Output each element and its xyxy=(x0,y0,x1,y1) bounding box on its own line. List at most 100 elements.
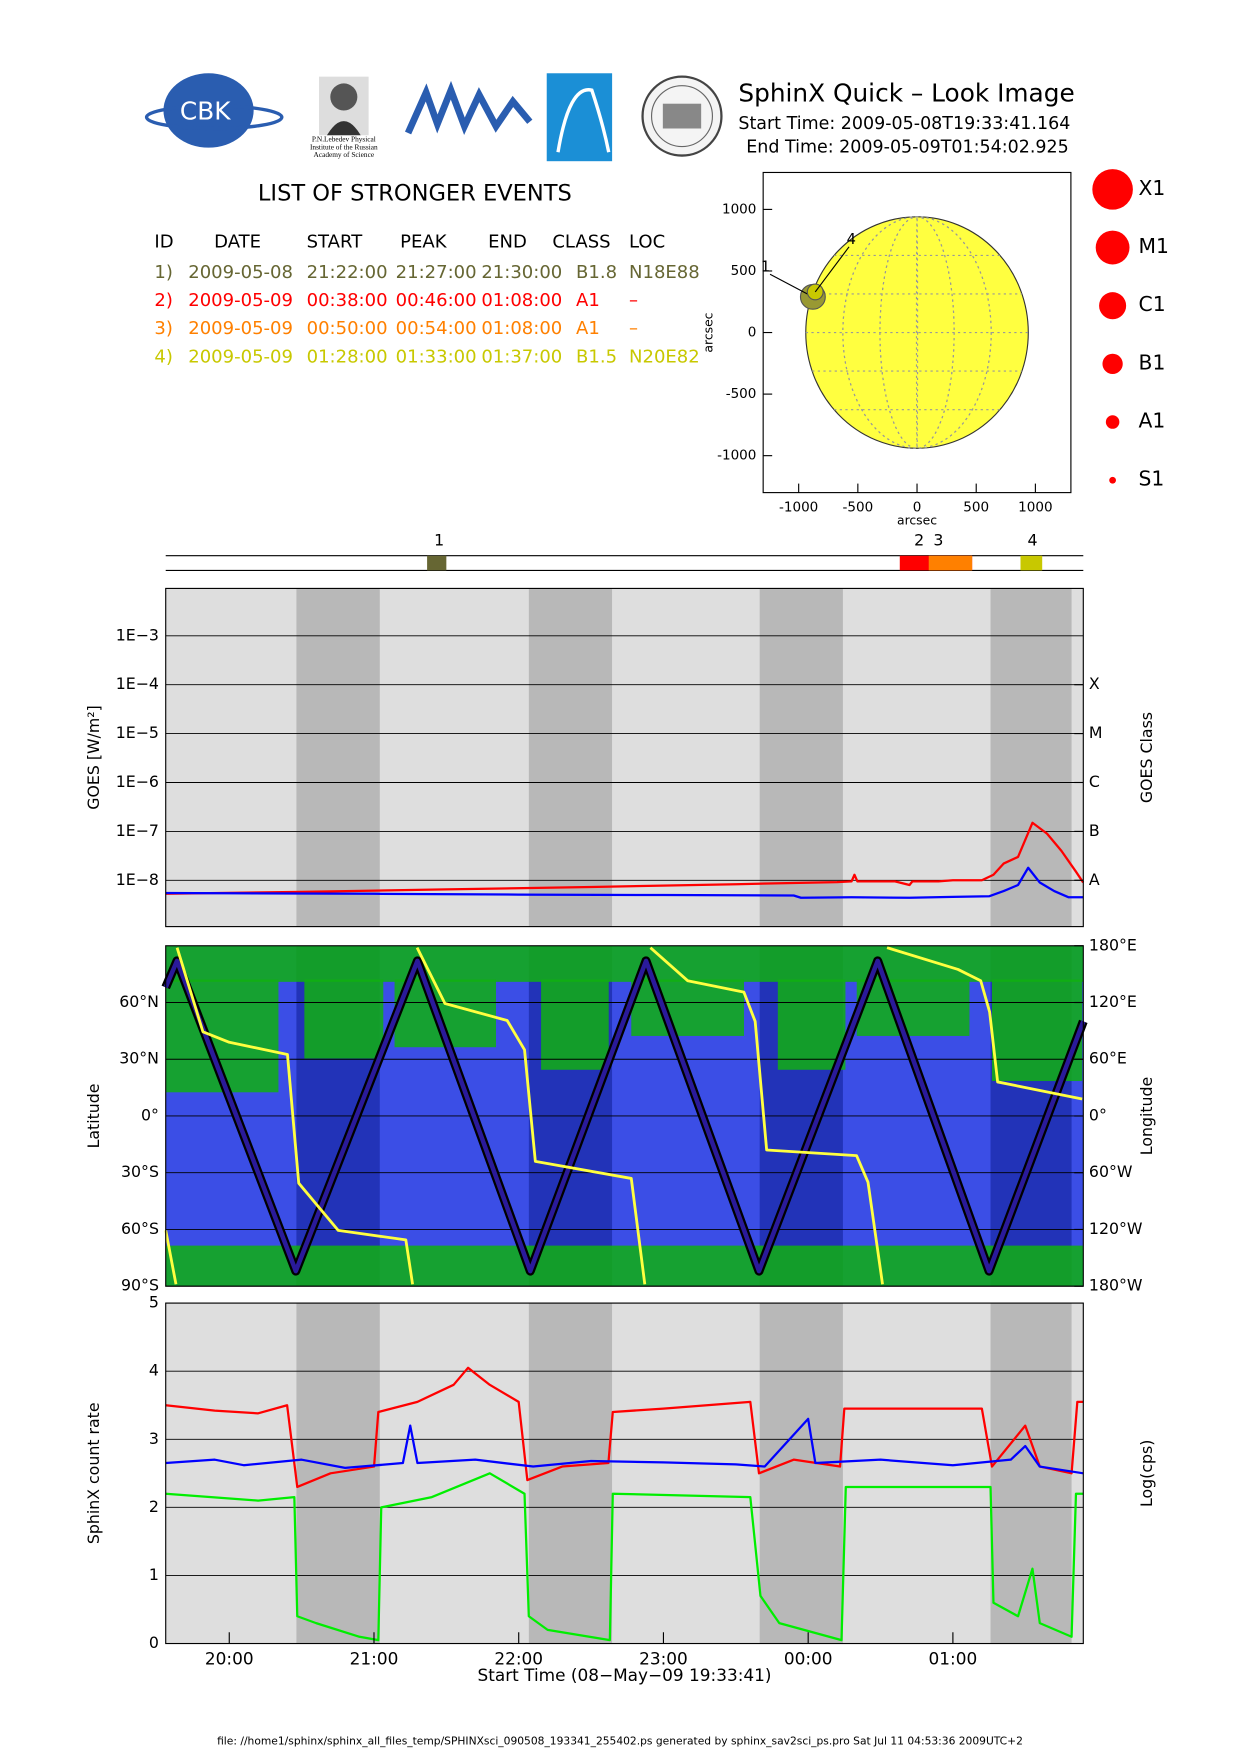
table-cell: 01:08:00 xyxy=(481,290,562,311)
track-core xyxy=(163,958,1086,1274)
event-label: 2 xyxy=(914,531,924,550)
table-cell: 2009-05-09 xyxy=(188,346,293,367)
y-tick-label: 1E−6 xyxy=(116,772,159,791)
particle-region xyxy=(541,979,609,1070)
y2-tick-label: 120°E xyxy=(1089,992,1137,1011)
size-legend-marker xyxy=(1109,476,1116,484)
y2-tick-label: B xyxy=(1089,821,1100,840)
table-cell: – xyxy=(629,290,638,311)
y-tick-label: 1E−3 xyxy=(116,625,159,644)
x-tick-label: 1000 xyxy=(1018,499,1052,515)
table-cell: N20E82 xyxy=(629,346,700,367)
y-tick-label: 1E−7 xyxy=(116,821,159,840)
y-tick-label: 4 xyxy=(149,1361,159,1380)
y2-tick-label: A xyxy=(1089,870,1100,889)
data-line xyxy=(165,821,1085,895)
y2-tick-label: C xyxy=(1089,772,1100,791)
data-line xyxy=(164,946,1083,1285)
logo-miphi xyxy=(404,80,533,135)
table-header: START xyxy=(307,231,364,252)
data-line xyxy=(165,866,1084,899)
size-legend-label: B1 xyxy=(1139,350,1166,374)
y2-axis-label: Longitude xyxy=(1137,1077,1156,1155)
table-cell: – xyxy=(629,318,638,339)
table-cell: 2) xyxy=(154,290,173,311)
table-cell: 01:28:00 xyxy=(307,346,388,367)
y-tick-label: 2 xyxy=(149,1497,159,1516)
night-band xyxy=(528,588,613,927)
x-tick-label: 00:00 xyxy=(784,1648,833,1668)
table-cell: 21:27:00 xyxy=(396,262,477,283)
particle-region xyxy=(304,979,384,1059)
table-cell: B1.8 xyxy=(576,262,617,283)
event-leader xyxy=(769,273,814,298)
event-label: 4 xyxy=(1027,531,1037,550)
y-tick-label: 5 xyxy=(149,1293,159,1312)
y-tick-label: 1E−4 xyxy=(116,674,159,693)
night-band xyxy=(990,1303,1072,1644)
event-marker-label: 1 xyxy=(761,259,770,276)
table-cell: B1.5 xyxy=(576,346,617,367)
y2-axis-label: Log(cps) xyxy=(1137,1440,1156,1507)
particle-region xyxy=(777,979,846,1070)
size-legend-marker xyxy=(1105,415,1120,429)
y-tick-label: 60°N xyxy=(119,992,159,1011)
x-tick-label: 21:00 xyxy=(350,1648,399,1668)
logo-text: Institute of the Russian xyxy=(310,142,378,151)
size-legend-marker xyxy=(1092,169,1133,210)
header-start: Start Time: 2009-05-08T19:33:41.164 xyxy=(738,114,1070,134)
table-title: LIST OF STRONGER EVENTS xyxy=(258,180,572,206)
size-legend-marker xyxy=(1095,230,1130,265)
y-tick-label: 1 xyxy=(149,1565,159,1584)
y-tick-label: 0° xyxy=(141,1105,159,1124)
y-axis-label: SphinX count rate xyxy=(84,1402,103,1544)
y-axis-label: GOES [W/m²] xyxy=(84,705,103,810)
y2-axis-label: GOES Class xyxy=(1137,712,1156,803)
footer: file: //home1/sphinx/sphinx_all_files_te… xyxy=(217,1735,1023,1748)
table-cell: A1 xyxy=(576,318,600,339)
table-cell: 01:37:00 xyxy=(481,346,562,367)
data-line xyxy=(165,1472,1084,1642)
size-legend-label: A1 xyxy=(1139,409,1166,433)
night-band xyxy=(296,1303,380,1644)
y-tick-label: 1000 xyxy=(722,201,756,217)
y-tick-label: 30°S xyxy=(121,1162,159,1181)
night-band xyxy=(759,1303,843,1644)
logo-seal-building xyxy=(662,103,702,129)
table-cell: 00:46:00 xyxy=(396,290,477,311)
logo-text: P.N.Lebedev Physical xyxy=(312,134,376,143)
size-legend-label: X1 xyxy=(1139,176,1166,200)
table-cell: 00:50:00 xyxy=(307,318,388,339)
y2-tick-label: M xyxy=(1089,723,1103,742)
y-axis-label: arcsec xyxy=(701,312,716,352)
size-legend-marker xyxy=(1102,353,1123,375)
y-tick-label: 1E−5 xyxy=(116,723,159,742)
event-span xyxy=(427,555,447,571)
plot-frame xyxy=(165,587,1084,928)
logo-seal-ring xyxy=(650,85,713,148)
table-cell: A1 xyxy=(576,290,600,311)
table-cell: 3) xyxy=(154,318,173,339)
x-axis-label: Start Time (08−May−09 19:33:41) xyxy=(478,1665,772,1685)
y-tick-label: 1E−8 xyxy=(116,870,159,889)
x-axis-label: arcsec xyxy=(897,512,937,527)
night-band xyxy=(990,588,1072,927)
plot-frame xyxy=(165,1302,1084,1645)
event-label: 1 xyxy=(434,531,444,550)
table-cell: 1) xyxy=(154,262,173,283)
size-legend-label: C1 xyxy=(1139,292,1166,316)
logo-ring xyxy=(144,104,284,131)
event-marker-label: 4 xyxy=(847,231,856,248)
y2-tick-label: X xyxy=(1089,674,1100,693)
table-header: LOC xyxy=(629,231,665,252)
night-band xyxy=(528,1303,613,1644)
particle-region xyxy=(165,1245,1084,1287)
y2-tick-label: 120°W xyxy=(1089,1219,1143,1238)
event-span xyxy=(928,555,973,571)
event-span xyxy=(1020,555,1043,571)
table-cell: 2009-05-09 xyxy=(188,290,293,311)
y-tick-label: 500 xyxy=(731,263,757,279)
logo-portrait-head xyxy=(330,83,358,111)
x-tick-label: 500 xyxy=(963,499,989,515)
